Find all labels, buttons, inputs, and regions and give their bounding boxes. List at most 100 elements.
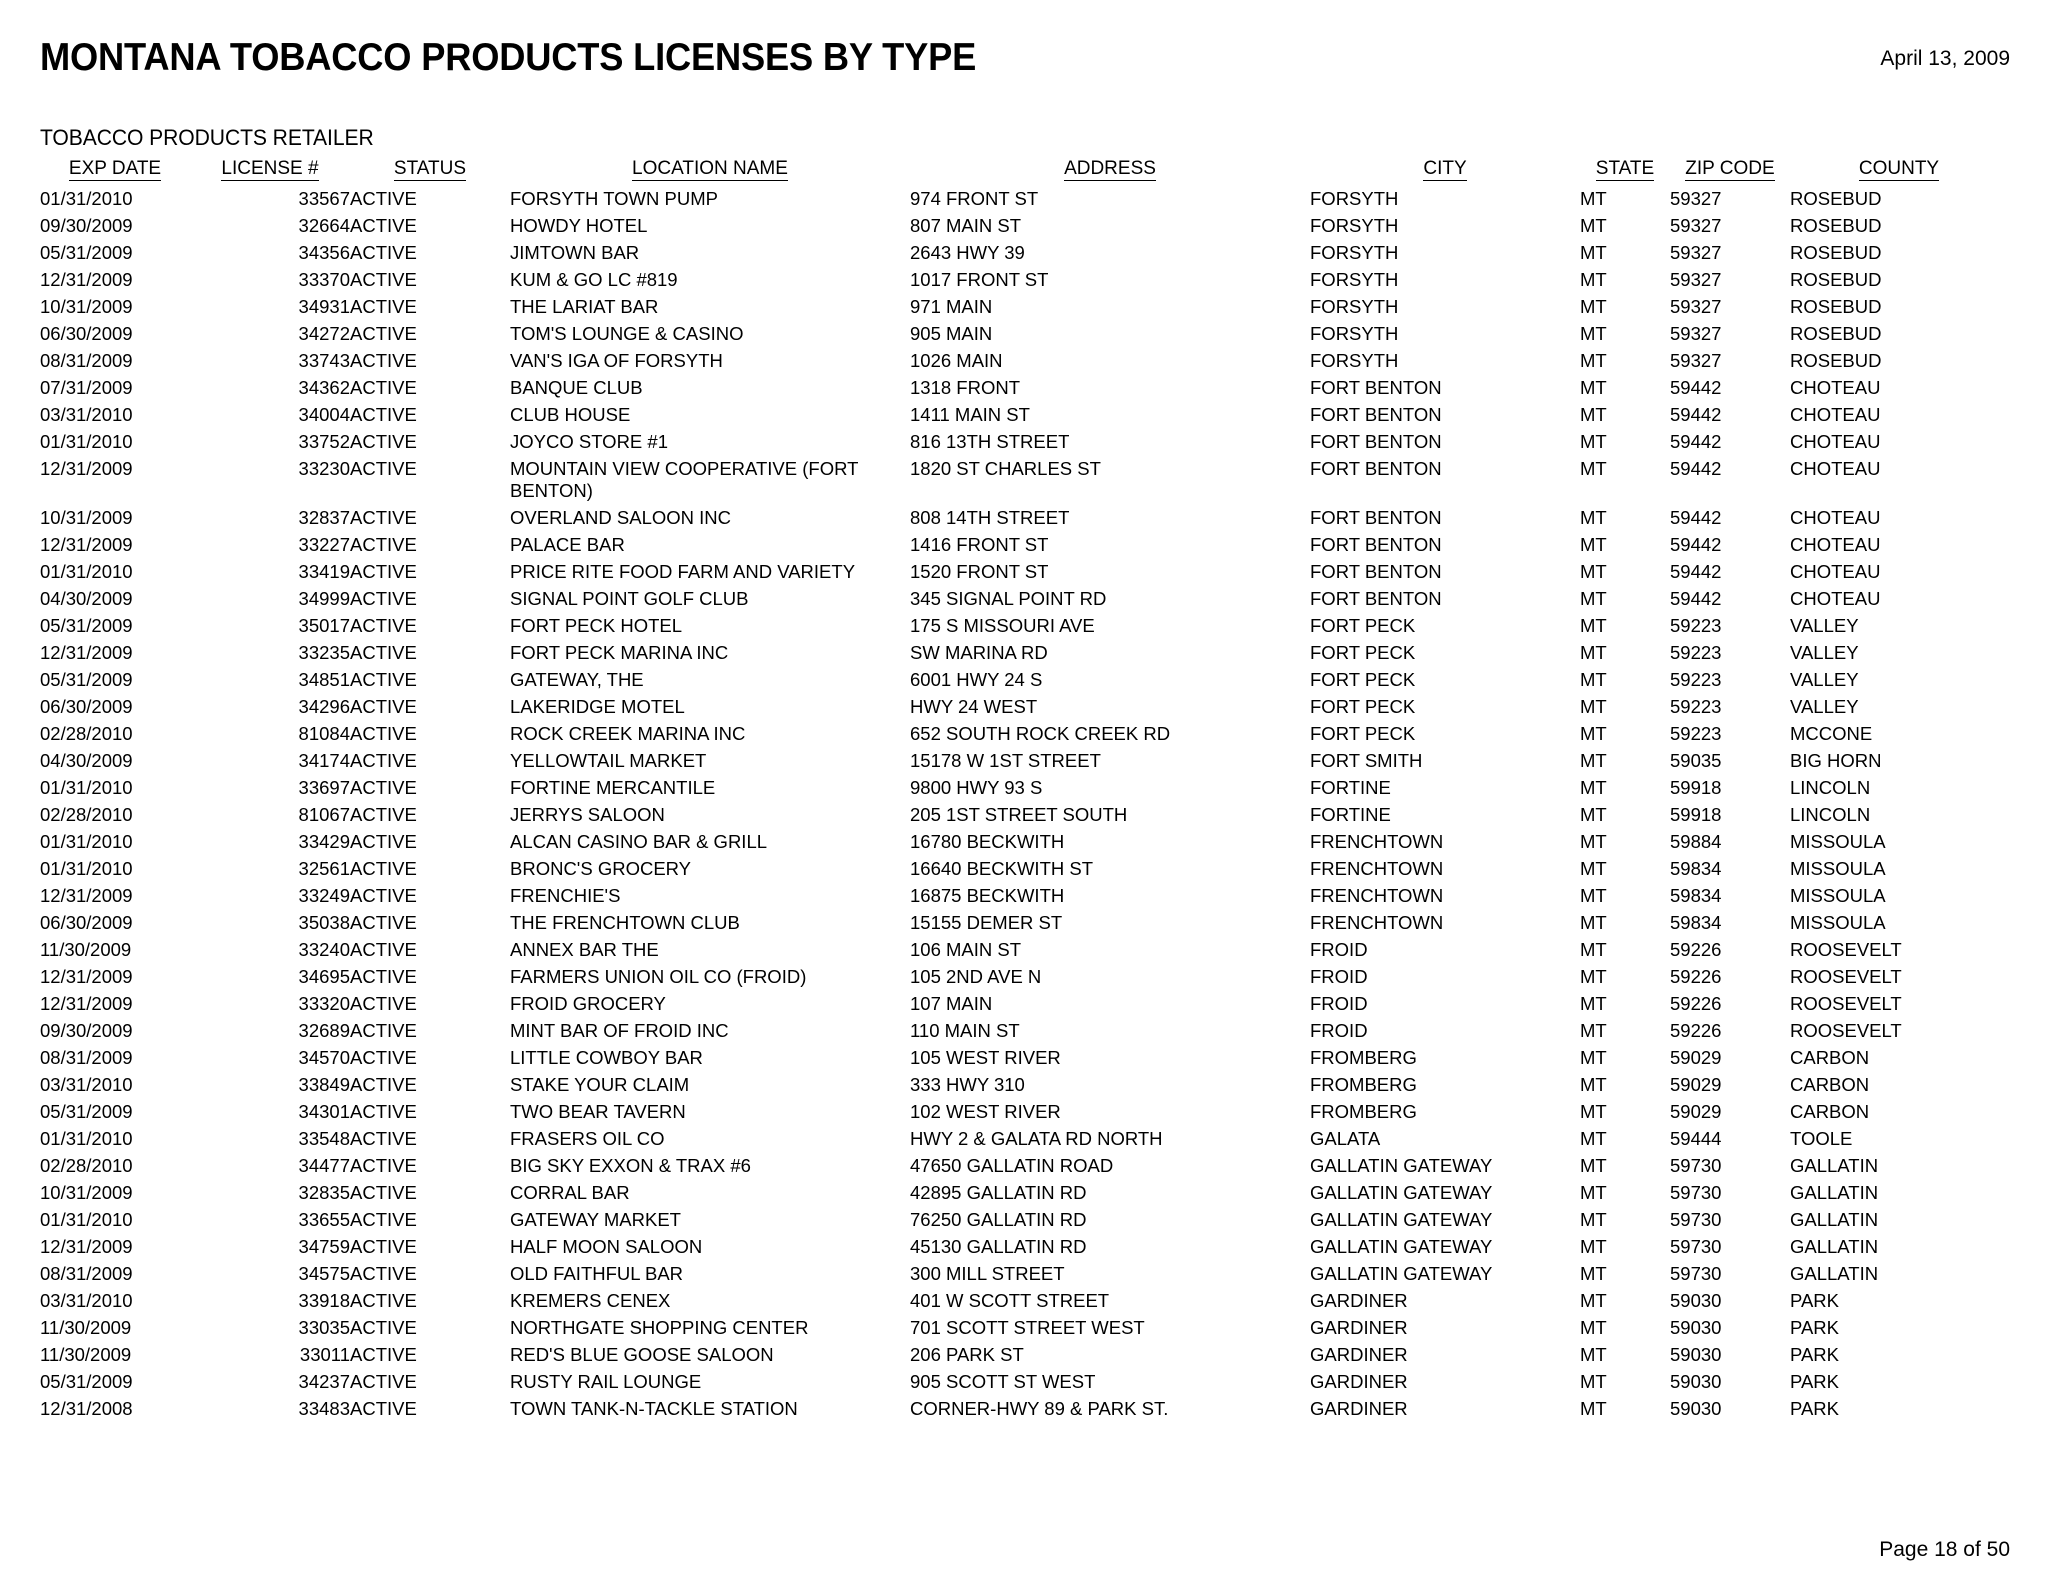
cell-city: GALATA (1310, 1127, 1381, 1149)
cell-exp-date: 12/31/2009 (40, 457, 133, 479)
cell-status: ACTIVE (350, 1262, 417, 1284)
cell-address: 107 MAIN (910, 992, 993, 1014)
column-header-county: COUNTY (1858, 158, 1940, 181)
cell-county: ROSEBUD (1790, 268, 1882, 290)
column-header-license: LICENSE # (221, 158, 319, 181)
table-row: 12/31/2009 34695 ACTIVE FARMERS UNION OIL C… (40, 963, 2008, 990)
cell-zip-code: 59730 (1670, 1262, 1722, 1284)
cell-zip-code: 59223 (1670, 722, 1722, 744)
cell-location-name: FRENCHIE'S (510, 884, 621, 906)
table-row: 02/28/2010 81084 ACTIVE ROCK CREEK MARINA I… (40, 720, 2008, 747)
cell-state: MT (1580, 830, 1607, 852)
cell-license: 33235 (298, 641, 350, 663)
cell-state: MT (1580, 214, 1607, 236)
cell-license: 34931 (298, 295, 350, 317)
cell-state: MT (1580, 857, 1607, 879)
table-row: 06/30/2009 34272 ACTIVE TOM'S LOUNGE & CASI… (40, 320, 2008, 347)
table-row: 01/31/2010 33567 ACTIVE FORSYTH TOWN PUMP 97… (40, 185, 2008, 212)
cell-location-name: KREMERS CENEX (510, 1289, 671, 1311)
cell-address: 2643 HWY 39 (910, 241, 1025, 263)
cell-address: 105 2ND AVE N (910, 965, 1042, 987)
section-label: TOBACCO PRODUCTS RETAILER (40, 125, 374, 150)
cell-status: ACTIVE (350, 349, 417, 371)
cell-state: MT (1580, 268, 1607, 290)
cell-status: ACTIVE (350, 1100, 417, 1122)
cell-address: 9800 HWY 93 S (910, 776, 1043, 798)
cell-exp-date: 12/31/2009 (40, 641, 133, 663)
cell-status: ACTIVE (350, 911, 417, 933)
cell-location-name: HOWDY HOTEL (510, 214, 648, 236)
cell-state: MT (1580, 776, 1607, 798)
cell-county: CHOTEAU (1790, 457, 1881, 479)
cell-location-name: CORRAL BAR (510, 1181, 630, 1203)
cell-county: GALLATIN (1790, 1262, 1879, 1284)
cell-exp-date: 05/31/2009 (40, 614, 133, 636)
cell-address: 16640 BECKWITH ST (910, 857, 1094, 879)
cell-exp-date: 08/31/2009 (40, 1262, 133, 1284)
cell-state: MT (1580, 295, 1607, 317)
cell-location-name: RED'S BLUE GOOSE SALOON (510, 1344, 774, 1366)
table-row: 05/31/2009 35017 ACTIVE FORT PECK HOTEL 175 … (40, 612, 2008, 639)
cell-state: MT (1580, 587, 1607, 609)
cell-status: ACTIVE (350, 803, 417, 825)
page-footer: Page 18 of 50 (1879, 1538, 2010, 1561)
cell-address: CORNER-HWY 89 & PARK ST. (910, 1398, 1169, 1420)
cell-address: 16780 BECKWITH (910, 830, 1065, 852)
cell-zip-code: 59730 (1670, 1181, 1722, 1203)
cell-location-name: SIGNAL POINT GOLF CLUB (510, 587, 749, 609)
table-row: 05/31/2009 34301 ACTIVE TWO BEAR TAVERN 102 … (40, 1098, 2008, 1125)
cell-state: MT (1580, 241, 1607, 263)
cell-address: 905 SCOTT ST WEST (910, 1371, 1096, 1393)
cell-exp-date: 10/31/2009 (40, 506, 133, 528)
cell-location-name: BIG SKY EXXON & TRAX #6 (510, 1154, 751, 1176)
cell-county: PARK (1790, 1398, 1840, 1420)
cell-license: 33249 (298, 884, 350, 906)
cell-exp-date: 05/31/2009 (40, 668, 133, 690)
cell-state: MT (1580, 430, 1607, 452)
table-row: 01/31/2010 32561 ACTIVE BRONC'S GROCERY 1664… (40, 855, 2008, 882)
cell-location-name: THE LARIAT BAR (510, 295, 659, 317)
cell-exp-date: 02/28/2010 (40, 803, 133, 825)
cell-exp-date: 10/31/2009 (40, 295, 133, 317)
cell-county: VALLEY (1790, 668, 1859, 690)
table-row: 11/30/2009 33035 ACTIVE NORTHGATE SHOPPING … (40, 1314, 2008, 1341)
cell-status: ACTIVE (350, 587, 417, 609)
column-header-state: STATE (1595, 158, 1655, 181)
cell-license: 34296 (298, 695, 350, 717)
cell-zip-code: 59327 (1670, 322, 1722, 344)
cell-address: 102 WEST RIVER (910, 1100, 1061, 1122)
cell-zip-code: 59730 (1670, 1208, 1722, 1230)
cell-exp-date: 12/31/2009 (40, 965, 133, 987)
cell-state: MT (1580, 695, 1607, 717)
cell-location-name: ROCK CREEK MARINA INC (510, 722, 746, 744)
cell-state: MT (1580, 641, 1607, 663)
table-row: 01/31/2010 33548 ACTIVE FRASERS OIL CO HWY 2… (40, 1125, 2008, 1152)
cell-county: CARBON (1790, 1100, 1870, 1122)
cell-zip-code: 59035 (1670, 749, 1722, 771)
cell-location-name: GATEWAY MARKET (510, 1208, 681, 1230)
cell-license: 33230 (298, 457, 350, 479)
cell-state: MT (1580, 560, 1607, 582)
cell-location-name: OVERLAND SALOON INC (510, 506, 732, 528)
cell-license: 34272 (298, 322, 350, 344)
cell-address: 300 MILL STREET (910, 1262, 1065, 1284)
cell-status: ACTIVE (350, 295, 417, 317)
cell-zip-code: 59226 (1670, 938, 1722, 960)
table-row: 12/31/2009 33320 ACTIVE FROID GROCERY 107 MA… (40, 990, 2008, 1017)
cell-status: ACTIVE (350, 614, 417, 636)
cell-license: 32561 (298, 857, 350, 879)
cell-exp-date: 06/30/2009 (40, 322, 133, 344)
cell-zip-code: 59834 (1670, 857, 1722, 879)
cell-city: FORSYTH (1310, 295, 1399, 317)
table-row: 08/31/2009 34570 ACTIVE LITTLE COWBOY BAR 10… (40, 1044, 2008, 1071)
cell-status: ACTIVE (350, 1371, 417, 1393)
cell-zip-code: 59442 (1670, 403, 1722, 425)
cell-license: 32837 (298, 506, 350, 528)
cell-county: MISSOULA (1790, 857, 1886, 879)
cell-city: FROID (1310, 992, 1368, 1014)
cell-location-name: VAN'S IGA OF FORSYTH (510, 349, 723, 371)
cell-license: 32835 (298, 1181, 350, 1203)
cell-state: MT (1580, 1317, 1607, 1338)
table-row: 12/31/2009 33230 ACTIVE MOUNTAIN VIEW COOPE… (40, 455, 2008, 504)
